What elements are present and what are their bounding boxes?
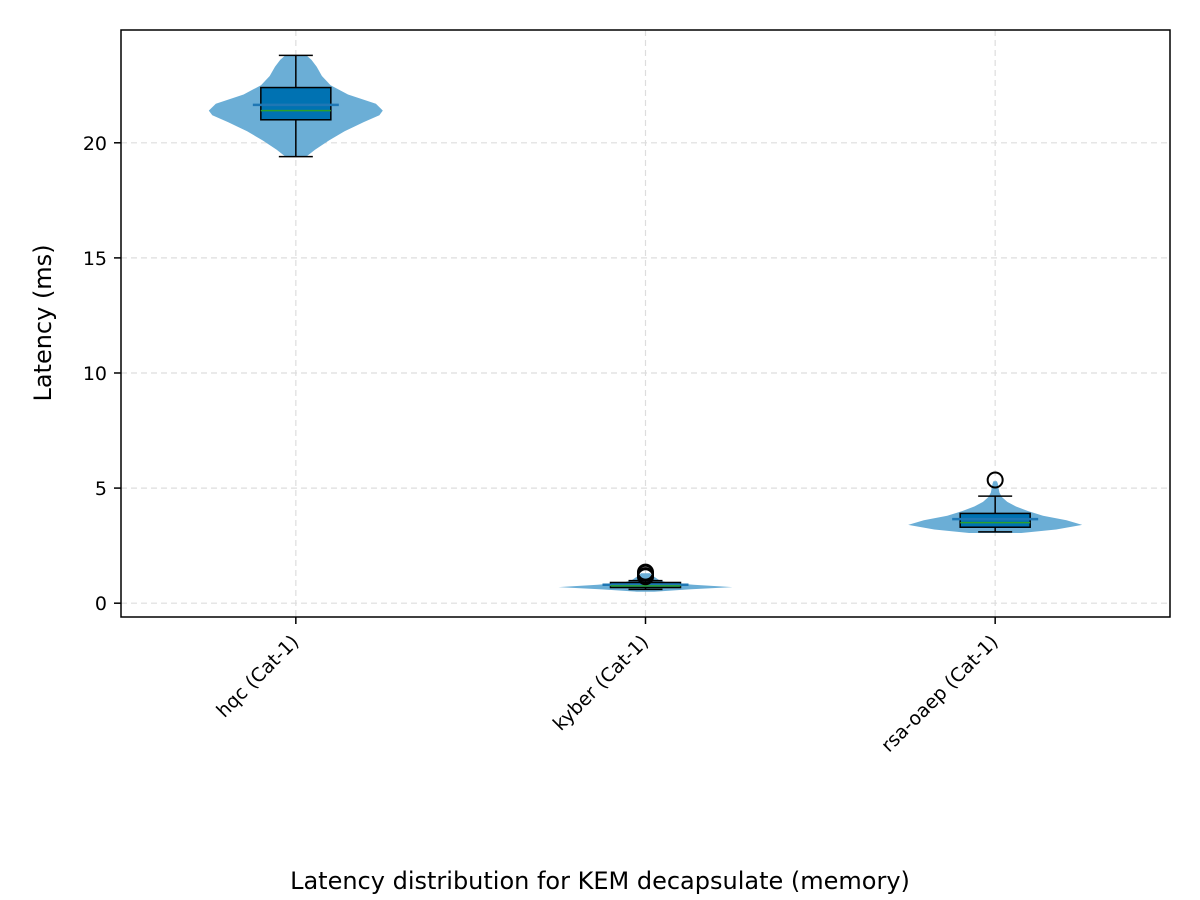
y-tick-label: 5 <box>95 478 107 500</box>
y-tick-label: 10 <box>83 363 107 385</box>
y-axis-label: Latency (ms) <box>29 244 57 401</box>
outlier-point <box>637 563 654 581</box>
box-layer <box>252 54 1039 591</box>
chart-caption: Latency distribution for KEM decapsulate… <box>290 867 910 895</box>
y-tick-label: 15 <box>83 248 107 270</box>
y-tick-label: 20 <box>83 133 107 155</box>
y-tick-label: 0 <box>95 593 107 615</box>
outlier-point <box>986 471 1004 489</box>
